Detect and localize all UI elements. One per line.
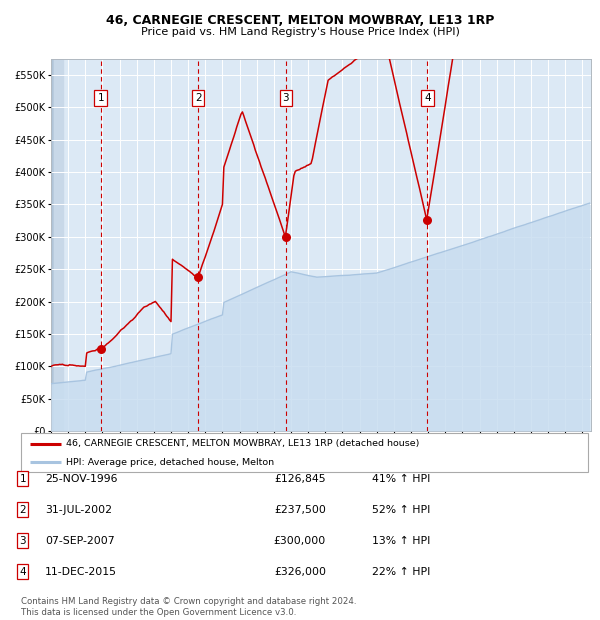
Text: 13% ↑ HPI: 13% ↑ HPI: [372, 536, 430, 546]
Text: 46, CARNEGIE CRESCENT, MELTON MOWBRAY, LE13 1RP: 46, CARNEGIE CRESCENT, MELTON MOWBRAY, L…: [106, 14, 494, 27]
Text: 1: 1: [19, 474, 26, 484]
Text: 25-NOV-1996: 25-NOV-1996: [45, 474, 118, 484]
Text: 07-SEP-2007: 07-SEP-2007: [45, 536, 115, 546]
Text: 3: 3: [283, 93, 289, 103]
Text: 1: 1: [97, 93, 104, 103]
Text: 4: 4: [424, 93, 431, 103]
Text: 31-JUL-2002: 31-JUL-2002: [45, 505, 112, 515]
Text: 41% ↑ HPI: 41% ↑ HPI: [372, 474, 430, 484]
Text: Price paid vs. HM Land Registry's House Price Index (HPI): Price paid vs. HM Land Registry's House …: [140, 27, 460, 37]
Text: 3: 3: [19, 536, 26, 546]
Text: 22% ↑ HPI: 22% ↑ HPI: [372, 567, 430, 577]
Text: Contains HM Land Registry data © Crown copyright and database right 2024.
This d: Contains HM Land Registry data © Crown c…: [21, 598, 356, 617]
Text: 46, CARNEGIE CRESCENT, MELTON MOWBRAY, LE13 1RP (detached house): 46, CARNEGIE CRESCENT, MELTON MOWBRAY, L…: [67, 439, 420, 448]
Text: 11-DEC-2015: 11-DEC-2015: [45, 567, 117, 577]
Text: £126,845: £126,845: [274, 474, 326, 484]
Text: £326,000: £326,000: [274, 567, 326, 577]
Bar: [51, 59, 63, 431]
Text: £237,500: £237,500: [274, 505, 326, 515]
Text: 2: 2: [195, 93, 202, 103]
Text: 2: 2: [19, 505, 26, 515]
Text: 4: 4: [19, 567, 26, 577]
Text: HPI: Average price, detached house, Melton: HPI: Average price, detached house, Melt…: [67, 458, 274, 467]
Text: £300,000: £300,000: [274, 536, 326, 546]
Text: 52% ↑ HPI: 52% ↑ HPI: [372, 505, 430, 515]
